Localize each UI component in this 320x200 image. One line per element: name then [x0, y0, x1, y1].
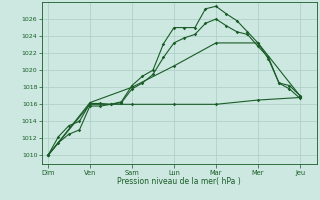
X-axis label: Pression niveau de la mer( hPa ): Pression niveau de la mer( hPa ) — [117, 177, 241, 186]
